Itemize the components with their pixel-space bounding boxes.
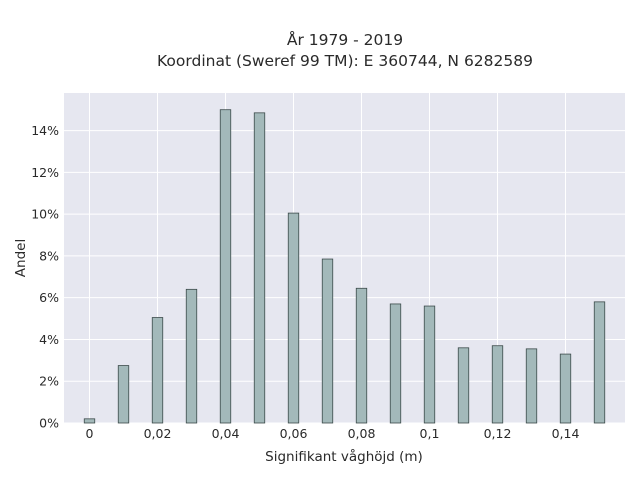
y-tick-label: 10%	[31, 207, 59, 222]
bars	[83, 109, 606, 424]
x-tick-label: 0,06	[280, 426, 308, 441]
x-tick-label: 0,14	[552, 426, 580, 441]
chart-title-line-1: År 1979 - 2019	[287, 30, 403, 49]
y-tick-label: 14%	[31, 123, 59, 138]
bar	[185, 288, 198, 424]
y-tick-label: 8%	[39, 248, 59, 263]
y-tick-label: 6%	[39, 290, 59, 305]
x-tick-label: 0,04	[212, 426, 240, 441]
bar	[389, 303, 402, 424]
bar	[355, 287, 368, 424]
x-tick-labels: 0 0,02 0,04 0,06 0,08 0,1 0,12 0,14	[86, 426, 580, 441]
chart-title-line-2: Koordinat (Sweref 99 TM): E 360744, N 62…	[157, 52, 533, 70]
bar	[525, 348, 538, 424]
bar	[457, 347, 470, 424]
bar	[423, 305, 436, 424]
bar	[559, 353, 572, 424]
bar	[491, 345, 504, 424]
x-tick-label: 0	[86, 426, 94, 441]
y-axis-label: Andel	[13, 239, 29, 277]
bar	[253, 112, 266, 424]
y-tick-label: 4%	[39, 332, 59, 347]
y-tick-labels: 0% 2% 4% 6% 8% 10% 12% 14%	[31, 123, 59, 430]
bar	[117, 365, 130, 424]
x-tick-label: 0,1	[420, 426, 440, 441]
x-tick-label: 0,08	[348, 426, 376, 441]
y-tick-label: 2%	[39, 374, 59, 389]
bar	[151, 317, 164, 424]
y-tick-label: 0%	[39, 416, 59, 431]
x-tick-label: 0,02	[144, 426, 172, 441]
x-tick-label: 0,12	[484, 426, 512, 441]
bar	[219, 109, 232, 424]
bar	[593, 301, 606, 424]
bar	[287, 212, 300, 424]
y-tick-label: 12%	[31, 165, 59, 180]
bar	[83, 418, 96, 424]
bar	[321, 258, 334, 424]
x-axis-label: Signifikant våghöjd (m)	[265, 448, 423, 465]
plot-area	[64, 93, 625, 423]
